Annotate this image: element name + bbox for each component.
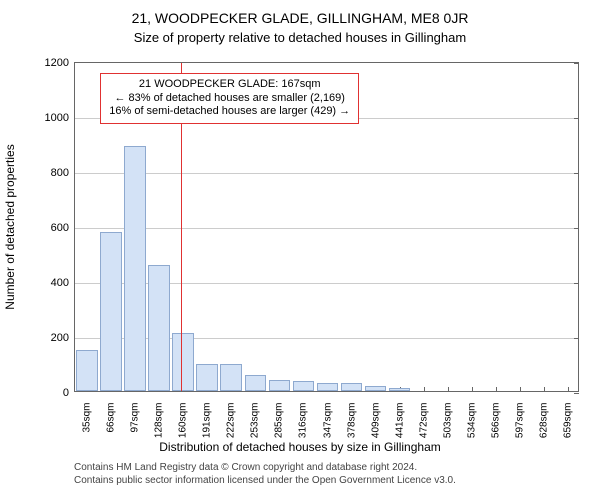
xtick-label: 566sqm [490,403,501,439]
xtick-label: 253sqm [250,403,261,439]
histogram-plot: 02004006008001000120035sqm66sqm97sqm128s… [74,62,579,392]
xtick-mark [568,387,569,392]
histogram-bar [269,380,291,391]
annotation-box: 21 WOODPECKER GLADE: 167sqm ← 83% of det… [100,73,359,124]
xtick-mark [448,387,449,392]
ytick-mark [574,173,579,174]
page: 21, WOODPECKER GLADE, GILLINGHAM, ME8 0J… [0,0,600,500]
histogram-bar [196,364,218,392]
ytick-label: 0 [63,387,69,399]
xtick-label: 35sqm [82,403,93,433]
chart-subtitle: Size of property relative to detached ho… [0,30,600,45]
xtick-label: 378sqm [346,403,357,439]
xtick-label: 128sqm [154,403,165,439]
histogram-bar [341,383,363,391]
xtick-label: 503sqm [442,403,453,439]
x-axis-label: Distribution of detached houses by size … [0,440,600,454]
xtick-label: 97sqm [130,403,141,433]
histogram-bar [389,388,411,391]
xtick-label: 347sqm [322,403,333,439]
xtick-label: 191sqm [202,403,213,439]
xtick-label: 222sqm [226,403,237,439]
xtick-label: 316sqm [298,403,309,439]
xtick-label: 628sqm [538,403,549,439]
histogram-bar [172,333,194,391]
ytick-label: 200 [51,332,69,344]
histogram-bar [365,386,387,392]
ytick-mark [574,118,579,119]
xtick-label: 409sqm [370,403,381,439]
xtick-mark [544,387,545,392]
annotation-line: 16% of semi-detached houses are larger (… [109,105,350,119]
ytick-label: 1000 [45,112,69,124]
xtick-label: 659sqm [562,403,573,439]
xtick-mark [520,387,521,392]
xtick-label: 285sqm [274,403,285,439]
xtick-label: 441sqm [394,403,405,439]
histogram-bar [293,381,315,391]
ytick-label: 800 [51,167,69,179]
attribution-footer: Contains HM Land Registry data © Crown c… [74,462,456,487]
histogram-bar [100,232,122,392]
y-axis-label: Number of detached properties [3,144,17,309]
ytick-mark [574,283,579,284]
gridline [75,173,578,174]
xtick-label: 66sqm [106,403,117,433]
ytick-mark [574,228,579,229]
footer-line: Contains public sector information licen… [74,475,456,488]
xtick-label: 160sqm [178,403,189,439]
ytick-mark [574,63,579,64]
ytick-mark [574,393,579,394]
gridline [75,228,578,229]
histogram-bar [220,364,242,392]
histogram-bar [148,265,170,392]
ytick-label: 400 [51,277,69,289]
ytick-mark [574,338,579,339]
ytick-label: 1200 [45,57,69,69]
xtick-label: 597sqm [514,403,525,439]
histogram-bar [317,383,339,391]
annotation-line: ← 83% of detached houses are smaller (2,… [109,92,350,106]
xtick-mark [424,387,425,392]
page-title: 21, WOODPECKER GLADE, GILLINGHAM, ME8 0J… [0,10,600,26]
xtick-mark [496,387,497,392]
footer-line: Contains HM Land Registry data © Crown c… [74,462,456,475]
annotation-line: 21 WOODPECKER GLADE: 167sqm [109,78,350,92]
histogram-bar [76,350,98,391]
histogram-bar [124,146,146,391]
xtick-label: 472sqm [418,403,429,439]
ytick-label: 600 [51,222,69,234]
xtick-label: 534sqm [466,403,477,439]
histogram-bar [245,375,267,392]
xtick-mark [472,387,473,392]
